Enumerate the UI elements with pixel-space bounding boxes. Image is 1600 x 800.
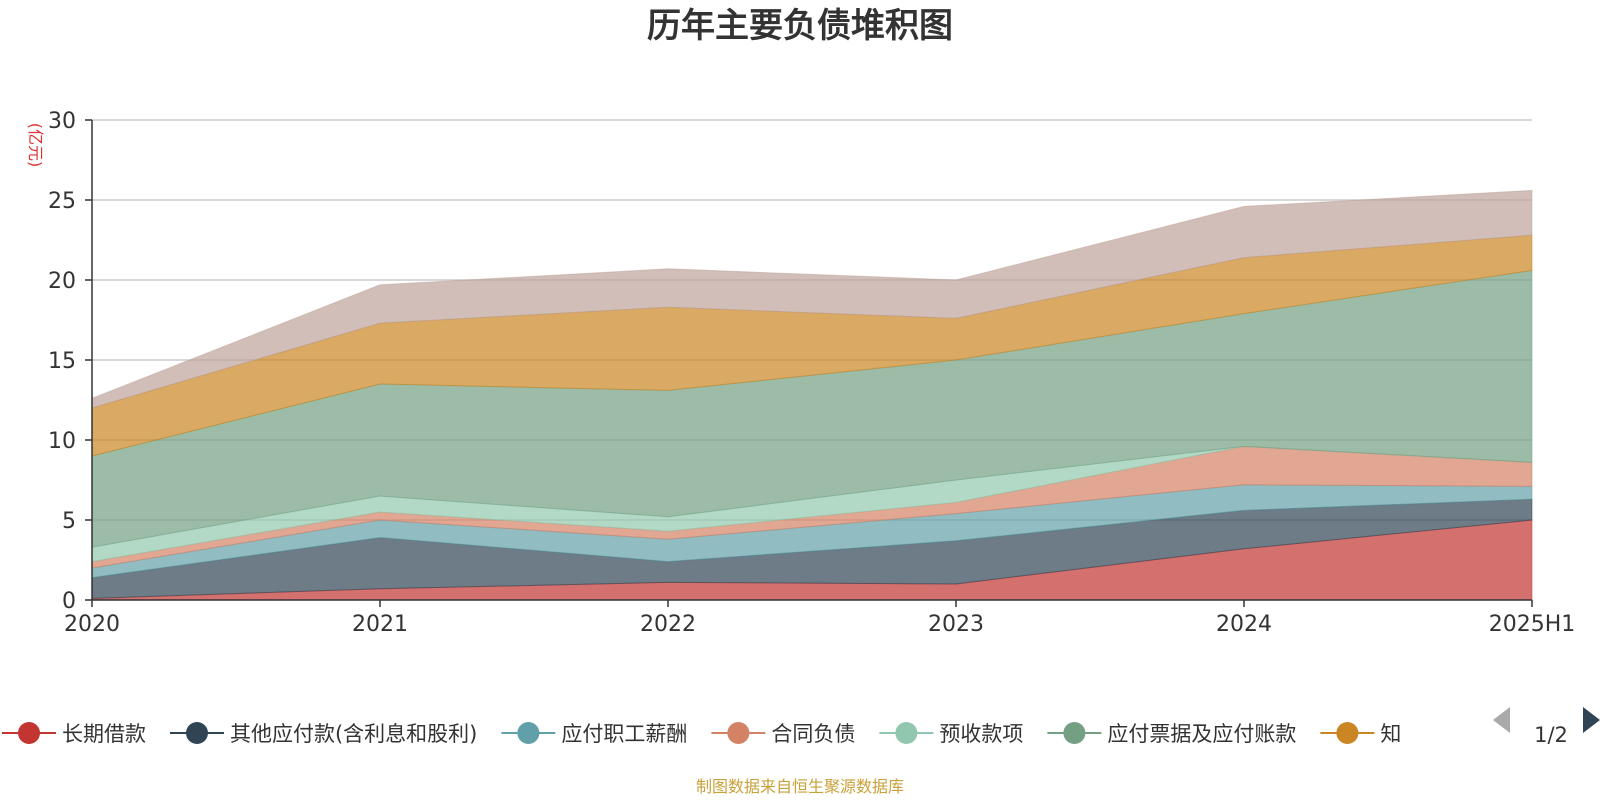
x-tick-label-2020: 2020	[64, 612, 120, 637]
legend-label: 应付职工薪酬	[561, 722, 687, 746]
legend-item-1[interactable]: 其他应付款(含利息和股利)	[169, 722, 477, 746]
x-tick-label-2021: 2021	[352, 612, 408, 637]
legend-prev-icon[interactable]	[1493, 707, 1510, 733]
legend-marker-icon	[517, 722, 540, 744]
y-axis-unit: (亿元)	[26, 123, 45, 168]
legend-next-icon[interactable]	[1583, 707, 1600, 733]
legend-marker-icon	[727, 722, 750, 744]
area-series	[91, 189, 1533, 601]
legend-item-4[interactable]: 预收款项	[879, 722, 1023, 746]
x-tick-label-2024: 2024	[1216, 612, 1272, 637]
x-tick-label-2025H1: 2025H1	[1489, 612, 1576, 637]
legend[interactable]: 长期借款 其他应付款(含利息和股利) 应付职工薪酬 合同负债 预收款项 应付票据及应付账款…	[2, 722, 1401, 746]
axes: 0 5 10 15 20 25 30 2020 2021 2022 2023 2024 2025H1	[48, 109, 1575, 637]
legend-item-0[interactable]: 长期借款	[2, 722, 146, 746]
legend-marker-icon	[895, 722, 918, 744]
legend-label: 预收款项	[939, 722, 1023, 746]
legend-label: 知	[1380, 722, 1401, 746]
x-tick-label-2022: 2022	[640, 612, 696, 637]
legend-marker-icon	[1336, 722, 1359, 744]
x-tick-label-2023: 2023	[928, 612, 984, 637]
legend-item-3[interactable]: 合同负债	[711, 722, 855, 746]
legend-item-5[interactable]: 应付票据及应付账款	[1047, 722, 1296, 746]
area-series-7	[91, 189, 1533, 409]
legend-pager[interactable]: 1/2	[1493, 707, 1600, 747]
y-tick-label-30: 30	[48, 109, 76, 134]
legend-label: 合同负债	[771, 722, 855, 746]
y-tick-label-10: 10	[48, 429, 76, 454]
y-tick-label-20: 20	[48, 269, 76, 294]
legend-label: 长期借款	[62, 722, 146, 746]
legend-marker-icon	[1063, 722, 1086, 744]
y-tick-label-5: 5	[62, 509, 76, 534]
data-source-footer: 制图数据来自恒生聚源数据库	[696, 777, 904, 796]
legend-marker-icon	[185, 722, 208, 744]
y-tick-label-25: 25	[48, 189, 76, 214]
legend-marker-icon	[18, 722, 40, 744]
legend-item-2[interactable]: 应付职工薪酬	[501, 722, 687, 746]
legend-label: 其他应付款(含利息和股利)	[230, 722, 477, 746]
legend-page-indicator: 1/2	[1534, 723, 1568, 747]
legend-label: 应付票据及应付账款	[1107, 722, 1296, 746]
legend-item-6[interactable]: 知	[1320, 722, 1401, 746]
y-tick-label-15: 15	[48, 349, 76, 374]
y-tick-label-0: 0	[62, 589, 76, 614]
chart-title: 历年主要负债堆积图	[647, 6, 953, 46]
